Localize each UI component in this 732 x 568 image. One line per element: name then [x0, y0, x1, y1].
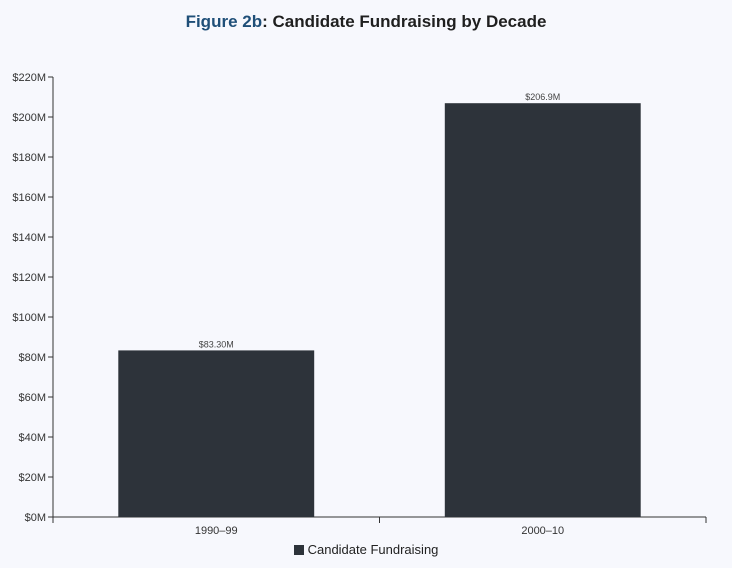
y-tick-label: $100M — [12, 312, 46, 324]
y-tick-label: $140M — [12, 232, 46, 244]
y-tick-label: $160M — [12, 192, 46, 204]
y-tick-label: $120M — [12, 272, 46, 284]
legend: Candidate Fundraising — [0, 542, 732, 557]
legend-swatch — [293, 545, 304, 555]
legend-label: Candidate Fundraising — [307, 542, 439, 557]
y-tick-label: $80M — [18, 352, 46, 364]
y-tick-label: $0M — [25, 512, 46, 524]
figure-number: Figure 2b — [185, 12, 263, 31]
y-tick-label: $60M — [18, 392, 46, 404]
x-tick-label: 1990–99 — [195, 525, 238, 537]
data-label: $83.30M — [199, 339, 234, 349]
y-tick-label: $20M — [18, 472, 46, 484]
chart-title: Figure 2b: Candidate Fundraising by Deca… — [0, 12, 732, 32]
title-text: : Candidate Fundraising by Decade — [262, 12, 547, 31]
x-tick-label: 2000–10 — [521, 525, 564, 537]
bar — [444, 103, 641, 517]
bar — [118, 350, 315, 517]
y-tick-label: $180M — [12, 152, 46, 164]
y-tick-label: $220M — [12, 72, 46, 84]
data-label: $206.9M — [525, 92, 560, 102]
y-tick-label: $200M — [12, 112, 46, 124]
y-tick-label: $40M — [18, 432, 46, 444]
